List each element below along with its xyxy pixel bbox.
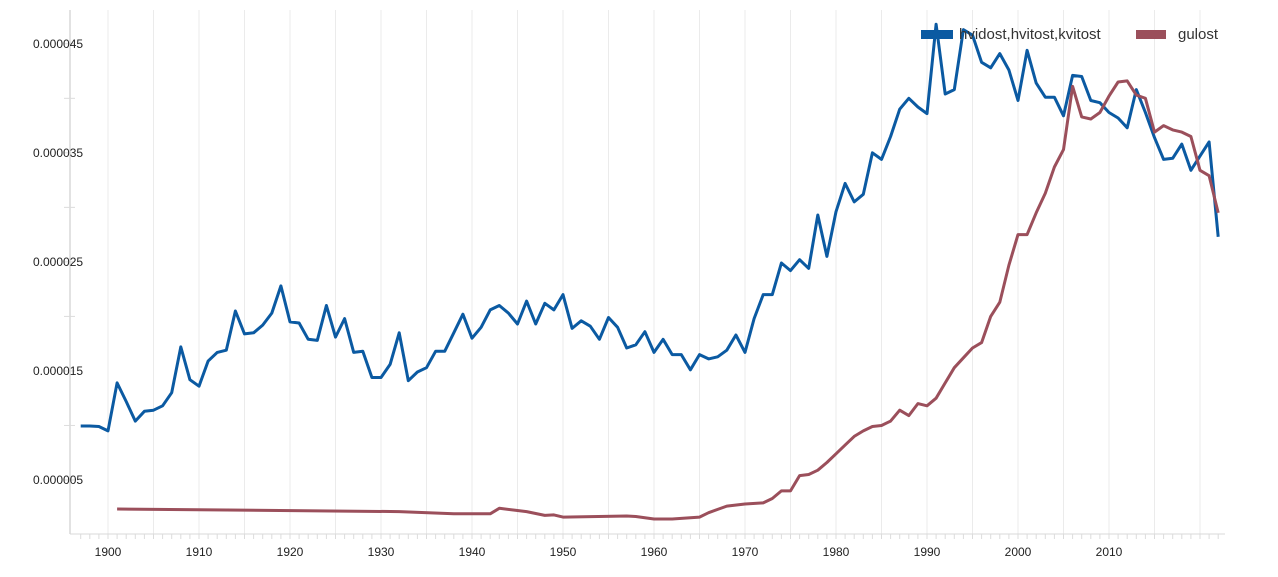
y-tick-label: 0.000045: [33, 37, 83, 51]
x-tick-label: 2000: [1005, 545, 1032, 559]
axes: 0.000005 0.000015 0.000025 0.000035 0.000045…: [33, 10, 1225, 559]
y-tick-label: 0.000035: [33, 146, 83, 160]
y-tick-label: 0.000025: [33, 255, 83, 269]
x-tick-label: 1940: [459, 545, 486, 559]
x-tick-label: 1910: [186, 545, 213, 559]
x-tick-label: 2010: [1096, 545, 1123, 559]
x-tick-label: 1990: [914, 545, 941, 559]
x-tick-label: 1900: [95, 545, 122, 559]
series-line-gulost: [117, 79, 1220, 521]
series-line-hvidost: [80, 22, 1220, 433]
x-tick-label: 1930: [368, 545, 395, 559]
y-tick-label: 0.000015: [33, 364, 83, 378]
legend-item-gulost[interactable]: gulost: [1136, 26, 1218, 43]
x-tick-label: 1980: [823, 545, 850, 559]
legend-swatch-red: [1136, 30, 1166, 39]
x-tick-label: 1950: [550, 545, 577, 559]
legend-item-hvidost[interactable]: hvidost,hvitost,kvitost: [921, 26, 1101, 43]
y-tick-label: 0.000005: [33, 473, 83, 487]
legend-swatch-blue: [921, 30, 953, 39]
legend-label: hvidost,hvitost,kvitost: [959, 26, 1101, 43]
series-lines: [80, 22, 1220, 521]
legend-label: gulost: [1178, 26, 1219, 43]
grid-lines: [107, 10, 1201, 534]
x-tick-label: 1970: [732, 545, 759, 559]
x-tick-label: 1960: [641, 545, 668, 559]
x-tick-label: 1920: [277, 545, 304, 559]
